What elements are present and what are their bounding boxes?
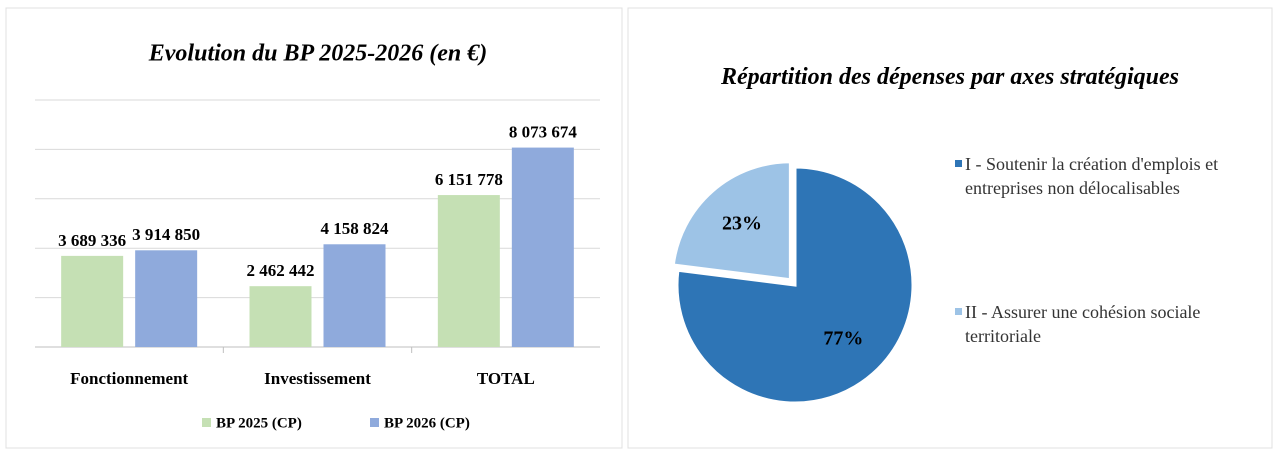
legend-label: BP 2026 (CP) [384, 415, 470, 431]
pie-title-box: Répartition des dépenses par axes straté… [720, 64, 1179, 90]
legend-swatch [955, 308, 962, 315]
bar-value-label: 2 462 442 [247, 261, 315, 280]
bar-value-label: 3 689 336 [58, 231, 126, 250]
bar-title: Evolution du BP 2025-2026 (en €) [148, 41, 487, 67]
legend-label: BP 2025 (CP) [216, 415, 302, 431]
x-tick-label: Investissement [264, 369, 371, 388]
x-tick-label: Fonctionnement [70, 369, 188, 388]
legend-entry-box: II - Assurer une cohésion sociale territ… [965, 302, 1201, 346]
bar [323, 244, 386, 347]
pie-title: Répartition des dépenses par axes straté… [720, 64, 1179, 90]
bar-value-label: 4 158 824 [321, 219, 390, 238]
legend-label: I - Soutenir la création d'emplois et en… [965, 154, 1219, 198]
x-tick-label: TOTAL [477, 369, 535, 388]
pie-value-label: 23% [722, 212, 762, 234]
bar [249, 286, 312, 347]
bar-value-label: 3 914 850 [132, 225, 200, 244]
bar [437, 195, 500, 347]
legend-swatch [955, 160, 962, 167]
pie-value-label: 77% [823, 327, 863, 349]
legend-swatch [370, 418, 379, 427]
pie-slice [675, 165, 915, 405]
bar-value-label: 6 151 778 [435, 170, 503, 189]
legend-entry-box: I - Soutenir la création d'emplois et en… [965, 154, 1219, 198]
bar [61, 255, 124, 347]
legend-swatch [202, 418, 211, 427]
legend-label: II - Assurer une cohésion sociale territ… [965, 302, 1201, 346]
bar [511, 147, 574, 347]
pie-slice [671, 160, 792, 282]
bar [135, 250, 198, 347]
bar-value-label: 8 073 674 [509, 122, 578, 141]
